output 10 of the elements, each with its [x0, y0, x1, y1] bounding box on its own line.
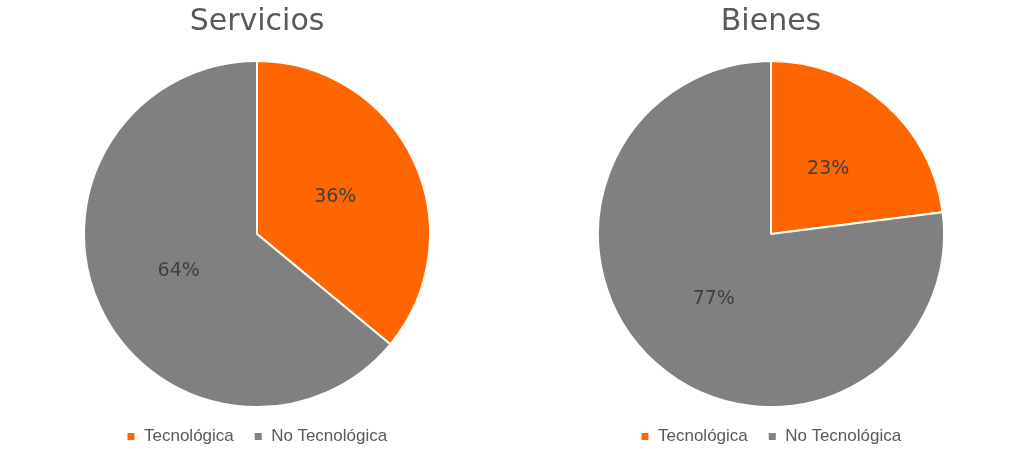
data-label: 64%: [157, 257, 200, 280]
legend-label: No Tecnológica: [271, 426, 388, 446]
legend-label: No Tecnológica: [785, 426, 902, 446]
data-label: 77%: [692, 285, 735, 308]
data-label: 23%: [807, 156, 850, 179]
chart-title: Bienes: [720, 1, 822, 37]
legend-label: Tecnológica: [657, 426, 749, 446]
legend-label: Tecnológica: [143, 426, 235, 446]
chart-title: Servicios: [189, 1, 325, 37]
data-label: 36%: [314, 184, 357, 207]
